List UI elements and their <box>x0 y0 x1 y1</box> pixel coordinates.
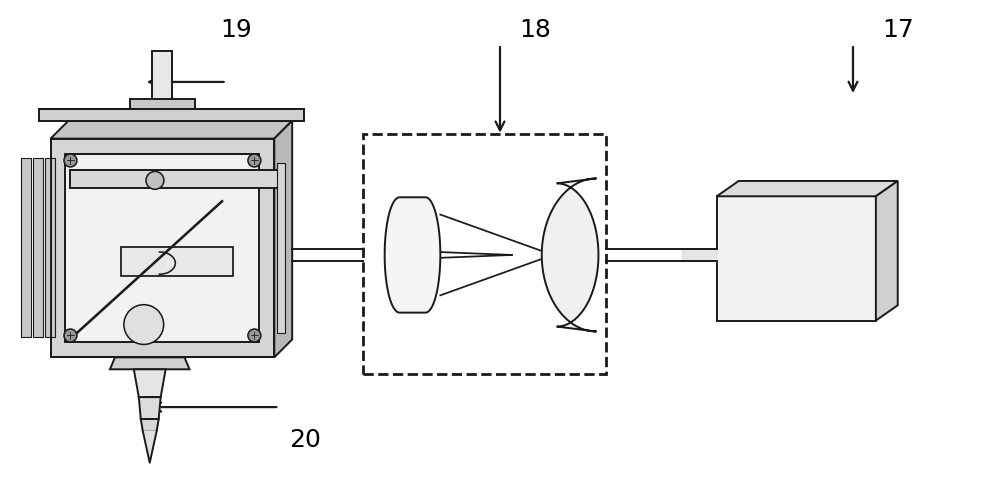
Circle shape <box>248 329 261 342</box>
Polygon shape <box>21 158 31 338</box>
Polygon shape <box>65 153 259 343</box>
Polygon shape <box>876 181 898 320</box>
Polygon shape <box>39 109 304 121</box>
Circle shape <box>64 329 77 342</box>
Polygon shape <box>134 369 166 397</box>
Circle shape <box>146 172 164 189</box>
Polygon shape <box>717 196 876 320</box>
Polygon shape <box>277 164 285 332</box>
Polygon shape <box>70 171 284 188</box>
Polygon shape <box>33 158 43 338</box>
Polygon shape <box>121 246 233 277</box>
Polygon shape <box>141 419 159 431</box>
Polygon shape <box>51 121 292 139</box>
Polygon shape <box>45 158 55 338</box>
Polygon shape <box>385 197 440 313</box>
Bar <box>363 134 606 374</box>
Polygon shape <box>143 431 157 463</box>
Polygon shape <box>51 139 274 357</box>
Polygon shape <box>717 181 898 196</box>
Text: 17: 17 <box>882 18 914 42</box>
Polygon shape <box>682 249 717 261</box>
Text: 18: 18 <box>519 18 551 42</box>
Polygon shape <box>130 99 195 109</box>
Circle shape <box>248 154 261 167</box>
Polygon shape <box>139 397 161 419</box>
Polygon shape <box>110 357 190 369</box>
Polygon shape <box>152 51 172 109</box>
Polygon shape <box>274 121 292 357</box>
Circle shape <box>64 154 77 167</box>
Polygon shape <box>542 178 598 331</box>
Text: 19: 19 <box>221 18 252 42</box>
Text: 20: 20 <box>289 428 321 452</box>
Circle shape <box>124 305 164 345</box>
